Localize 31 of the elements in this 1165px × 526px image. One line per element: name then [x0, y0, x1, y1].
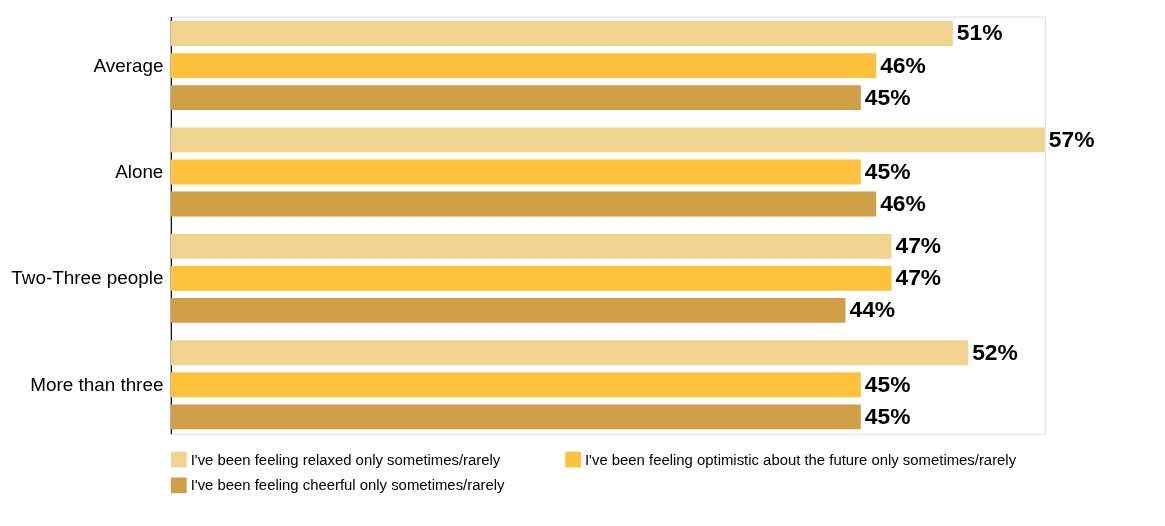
- data-label: 45%: [864, 157, 911, 184]
- bar: [170, 340, 969, 366]
- bar: [170, 233, 892, 259]
- data-label: 47%: [895, 232, 942, 259]
- bar: [170, 372, 861, 398]
- data-label: 52%: [972, 338, 1018, 365]
- data-label: 51%: [956, 19, 1003, 46]
- y-tick-label: Alone: [115, 160, 164, 182]
- data-label: 45%: [864, 370, 911, 397]
- y-tick-label: Average: [93, 54, 164, 76]
- data-label: 46%: [880, 189, 926, 216]
- data-label: 45%: [864, 83, 911, 110]
- bar: [170, 127, 1045, 153]
- data-label: 57%: [1048, 125, 1095, 152]
- data-label: 44%: [849, 296, 896, 323]
- bar: [170, 85, 861, 111]
- legend-label: I've been feeling optimistic about the future only sometimes/rarely: [584, 451, 1017, 468]
- bar: [170, 53, 877, 78]
- legend-label: I've been feeling relaxed only sometimes/rarely: [190, 451, 501, 468]
- data-label: 47%: [895, 264, 942, 291]
- y-tick-label: More than three: [30, 373, 164, 395]
- bar: [170, 265, 892, 291]
- data-label: 45%: [864, 402, 911, 429]
- data-label: 46%: [880, 51, 926, 78]
- bar: [170, 191, 877, 217]
- bar: [170, 159, 861, 185]
- bar: [170, 298, 846, 323]
- legend-label: I've been feeling cheerful only sometimes/rarely: [190, 477, 505, 494]
- y-tick-label: Two-Three people: [11, 267, 164, 289]
- bar: [170, 21, 953, 46]
- bar: [170, 404, 861, 430]
